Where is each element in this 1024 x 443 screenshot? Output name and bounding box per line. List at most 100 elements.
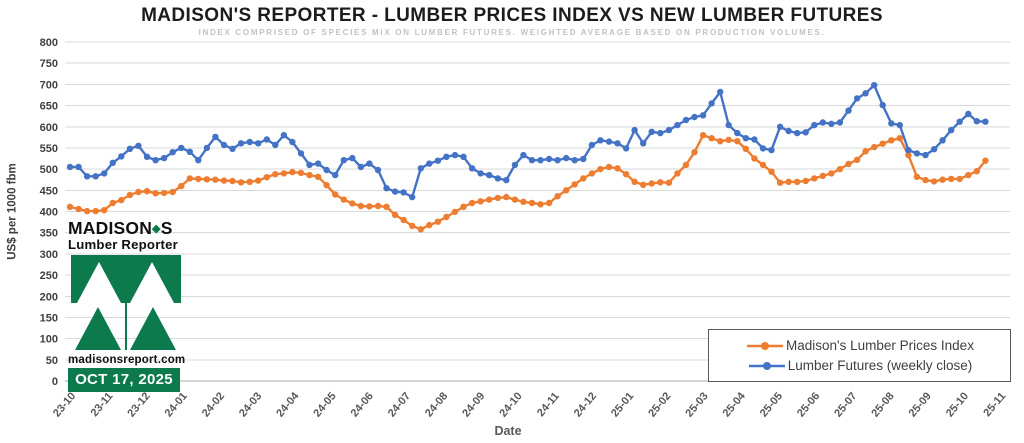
prices-index-marker (417, 226, 424, 233)
futures-marker (845, 107, 852, 114)
futures-marker (195, 157, 202, 164)
y-axis-tick-label: 250 (40, 270, 58, 282)
futures-marker (468, 165, 476, 172)
futures-marker (819, 119, 826, 126)
y-axis-tick-label: 450 (40, 185, 58, 197)
futures-marker (101, 170, 108, 177)
prices-index-marker (426, 221, 433, 229)
legend-item-prices-index: Madison's Lumber Prices Index (709, 338, 1010, 353)
legend-label: Lumber Futures (weekly close) (787, 358, 973, 373)
prices-index-marker (203, 176, 211, 183)
x-axis-tick-label: 24-03 (237, 390, 264, 419)
futures-marker (563, 154, 570, 162)
x-axis-tick-label: 24-11 (535, 390, 562, 419)
prices-index-marker (597, 165, 604, 173)
prices-index-marker (503, 193, 510, 201)
x-axis-tick-label: 25-02 (646, 390, 673, 419)
prices-index-marker (374, 202, 382, 210)
y-axis-tick-label: 50 (46, 355, 58, 367)
futures-marker (913, 150, 921, 157)
prices-index-marker (160, 189, 168, 197)
futures-marker (537, 157, 544, 164)
futures-marker (332, 171, 339, 179)
prices-index-marker (588, 170, 596, 177)
logo-tagline: Lumber Reporter (68, 236, 178, 252)
logo-website: madisonsreport.com (68, 354, 186, 367)
futures-marker (896, 121, 903, 129)
futures-marker (545, 155, 553, 163)
prices-index-marker (66, 203, 74, 210)
prices-index-marker (708, 135, 715, 142)
prices-index-marker (802, 177, 809, 185)
y-axis-tick-label: 500 (40, 164, 58, 176)
futures-marker (794, 129, 801, 137)
futures-marker (982, 118, 989, 125)
prices-index-marker (819, 172, 826, 180)
futures-marker (297, 150, 305, 157)
futures-marker (451, 151, 459, 159)
prices-index-marker (691, 149, 698, 156)
prices-index-marker (828, 170, 835, 177)
madisons-logo: MADISON◆S Lumber Reporter madisonsreport… (68, 219, 188, 393)
prices-index-marker (220, 177, 228, 184)
futures-marker (400, 189, 407, 196)
prices-index-marker (143, 188, 151, 195)
prices-index-marker (83, 207, 91, 215)
futures-marker (725, 121, 732, 129)
prices-index-marker (742, 145, 749, 152)
futures-marker (263, 136, 270, 143)
x-axis-tick-label: 25-09 (907, 390, 934, 419)
futures-marker (494, 175, 501, 182)
prices-index-marker (460, 203, 467, 210)
prices-index-marker (853, 156, 861, 163)
futures-legend-marker (747, 361, 787, 371)
prices-index-marker (169, 188, 176, 196)
logo-white-triangle-right (130, 262, 174, 304)
futures-marker (178, 144, 185, 152)
prices-index-marker (101, 207, 108, 214)
futures-marker (682, 116, 690, 124)
futures-marker (323, 166, 330, 174)
futures-marker (255, 140, 262, 147)
futures-marker (631, 126, 638, 134)
futures-marker (520, 151, 527, 159)
x-axis-tick-label: 25-03 (683, 390, 710, 419)
futures-marker (674, 121, 681, 129)
prices-index-marker (725, 136, 732, 144)
futures-marker (580, 155, 587, 163)
futures-marker (357, 163, 365, 171)
futures-marker (160, 154, 168, 162)
futures-marker (511, 161, 519, 169)
prices-index-marker (930, 178, 938, 185)
futures-marker (648, 128, 655, 135)
prices-index-marker (520, 198, 527, 205)
futures-marker (460, 153, 467, 160)
prices-index-marker (717, 138, 724, 145)
futures-marker (528, 157, 536, 164)
futures-marker (143, 153, 151, 160)
futures-marker (426, 160, 433, 167)
futures-marker (169, 149, 176, 156)
futures-marker (640, 140, 647, 147)
x-axis-tick-label: 25-05 (758, 390, 785, 419)
x-axis-tick-label: 23-12 (125, 390, 152, 419)
prices-index-marker (794, 178, 801, 185)
y-axis-tick-label: 400 (40, 207, 58, 219)
x-axis-tick-label: 24-04 (274, 390, 302, 420)
chart-subtitle: INDEX COMPRISED OF SPECIES MIX ON LUMBER… (198, 28, 826, 37)
futures-marker (314, 160, 322, 167)
prices-index-marker (888, 137, 895, 144)
prices-index-marker (366, 203, 373, 210)
prices-index-marker (948, 175, 955, 183)
x-axis-tick-label: 25-08 (869, 390, 896, 419)
futures-marker (109, 159, 117, 166)
y-axis-tick-label: 600 (40, 122, 58, 134)
futures-marker (811, 121, 818, 129)
y-axis-tick-label: 550 (40, 143, 58, 155)
logo-triangles-icon (71, 255, 188, 352)
futures-marker (409, 193, 416, 201)
prices-index-marker (212, 176, 219, 183)
futures-marker (930, 146, 938, 153)
prices-index-marker (297, 169, 305, 177)
